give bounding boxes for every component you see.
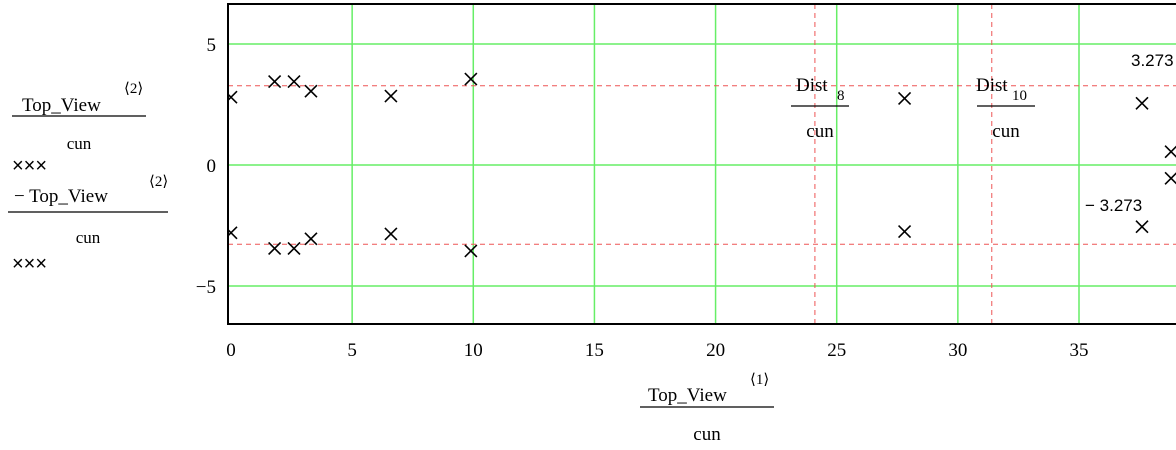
vline-label-0: Dist 8 cun [791, 75, 849, 142]
data-point [287, 241, 301, 256]
x-tick-label: 5 [347, 340, 357, 361]
svg-text:Top_View: Top_View [22, 95, 101, 116]
x-tick-label: 0 [226, 340, 236, 361]
y-tick-label: −5 [196, 277, 216, 298]
y-tick-label: 5 [207, 35, 217, 56]
legend-marker: ××× [12, 253, 47, 275]
x-tick-label: 10 [464, 340, 483, 361]
vline-label-main: Dist [796, 75, 828, 96]
data-point [464, 244, 478, 258]
legend-marker: ××× [12, 155, 47, 177]
data-point [287, 74, 301, 89]
vline-label-denominator: cun [992, 121, 1020, 142]
data-point [897, 91, 912, 106]
svg-text:⟨2⟩: ⟨2⟩ [149, 174, 168, 190]
reference-lines [228, 4, 1176, 324]
vline-label-1: Dist 10 cun [976, 75, 1035, 142]
x-tick-label: 30 [948, 340, 967, 361]
data-point [268, 241, 282, 256]
data-point [304, 84, 318, 98]
svg-text:cun: cun [693, 424, 721, 445]
grid-lines [228, 4, 1176, 324]
tick-labels: 0 5 10 15 20 25 30 35 5 0 −5 [196, 35, 1089, 361]
data-point [228, 90, 238, 104]
vline-label-denominator: cun [806, 121, 834, 142]
svg-text:cun: cun [67, 134, 92, 153]
y-tick-label: 0 [207, 156, 217, 177]
x-axis-label: Top_View ⟨1⟩ cun [640, 372, 774, 445]
x-tick-label: 15 [585, 340, 604, 361]
data-point [228, 226, 238, 240]
data-point [1164, 171, 1176, 185]
vline-label-main: Dist [976, 75, 1008, 96]
data-point [1164, 145, 1176, 159]
data-point [268, 74, 282, 89]
x-tick-label: 25 [827, 340, 846, 361]
plot-frame [227, 3, 1176, 325]
vline-label-sub: 8 [837, 88, 845, 104]
data-point [897, 224, 912, 239]
data-point [464, 72, 478, 86]
svg-text:cun: cun [76, 228, 101, 247]
data-point [384, 89, 398, 103]
data-point [1135, 220, 1149, 234]
vline-label-sub: 10 [1012, 88, 1027, 104]
svg-text:Top_View: Top_View [648, 385, 727, 406]
x-tick-label: 35 [1070, 340, 1089, 361]
data-point [1135, 96, 1149, 110]
y-axis-label-2: − Top_View ⟨2⟩ cun ××× [8, 174, 168, 275]
plot-border [227, 3, 1176, 325]
svg-text:⟨2⟩: ⟨2⟩ [124, 81, 143, 97]
hline-label-upper: 3.273 [1131, 51, 1174, 70]
hline-label-lower: − 3.273 [1085, 196, 1142, 215]
svg-text:⟨1⟩: ⟨1⟩ [750, 372, 769, 388]
data-point [384, 227, 398, 241]
x-tick-label: 20 [706, 340, 725, 361]
y-axis-label-1: Top_View ⟨2⟩ cun ××× [12, 81, 146, 177]
data-points [228, 72, 1176, 258]
svg-text:− Top_View: − Top_View [14, 186, 108, 207]
data-point [304, 232, 318, 246]
